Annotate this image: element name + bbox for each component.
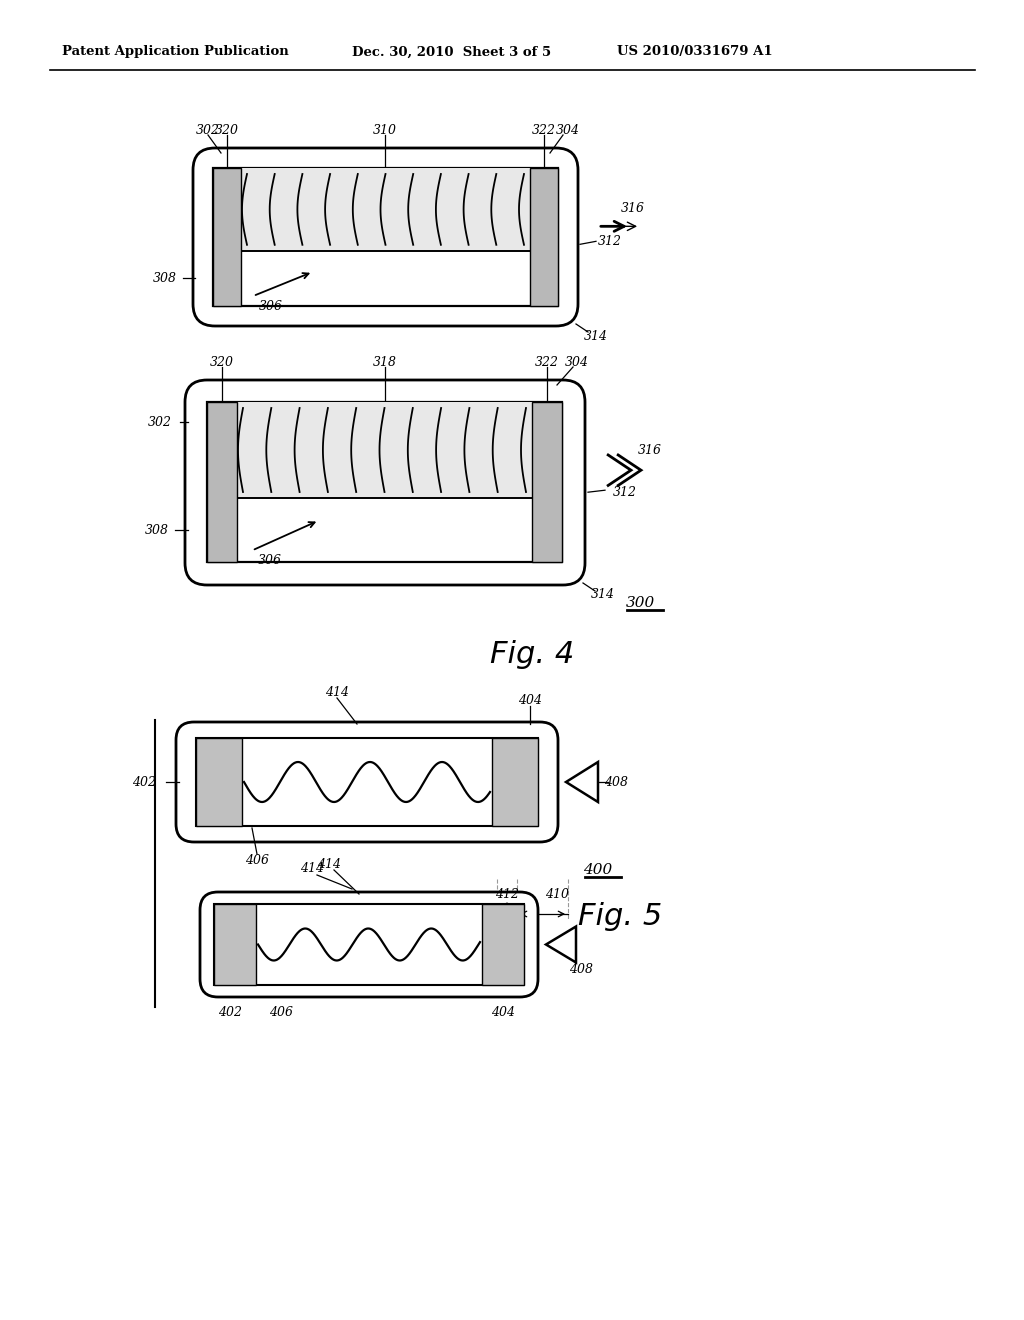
Bar bbox=[207, 403, 562, 498]
Text: 316: 316 bbox=[621, 202, 645, 215]
Bar bbox=[196, 738, 538, 826]
Bar bbox=[482, 904, 524, 985]
Text: Patent Application Publication: Patent Application Publication bbox=[62, 45, 289, 58]
Bar bbox=[196, 738, 242, 826]
Text: 322: 322 bbox=[532, 124, 556, 136]
Text: 414: 414 bbox=[317, 858, 341, 870]
Text: 306: 306 bbox=[258, 554, 282, 568]
Text: Fig. 4: Fig. 4 bbox=[490, 640, 574, 669]
FancyBboxPatch shape bbox=[185, 380, 585, 585]
FancyBboxPatch shape bbox=[200, 892, 538, 997]
Bar bbox=[214, 904, 256, 985]
Text: 408: 408 bbox=[604, 776, 628, 788]
Text: 320: 320 bbox=[210, 355, 234, 368]
Text: 404: 404 bbox=[518, 693, 542, 706]
Text: 312: 312 bbox=[598, 235, 622, 248]
Text: 314: 314 bbox=[584, 330, 608, 342]
Bar bbox=[213, 168, 558, 306]
Bar bbox=[213, 168, 558, 251]
Text: 306: 306 bbox=[259, 300, 283, 313]
Text: 302: 302 bbox=[148, 416, 172, 429]
Text: 402: 402 bbox=[132, 776, 156, 788]
Text: 406: 406 bbox=[269, 1006, 293, 1019]
Bar bbox=[532, 403, 562, 562]
Text: Dec. 30, 2010  Sheet 3 of 5: Dec. 30, 2010 Sheet 3 of 5 bbox=[352, 45, 551, 58]
Text: Fig. 5: Fig. 5 bbox=[578, 902, 663, 931]
Text: 320: 320 bbox=[215, 124, 239, 136]
Text: 300: 300 bbox=[626, 597, 654, 610]
Bar bbox=[530, 168, 558, 306]
Bar bbox=[213, 168, 241, 306]
FancyBboxPatch shape bbox=[176, 722, 558, 842]
Text: 406: 406 bbox=[245, 854, 269, 866]
Text: 412: 412 bbox=[495, 887, 519, 900]
Text: 400: 400 bbox=[584, 863, 612, 876]
Text: 308: 308 bbox=[145, 524, 169, 536]
Text: 308: 308 bbox=[153, 272, 177, 285]
Text: 414: 414 bbox=[325, 685, 349, 698]
Text: 404: 404 bbox=[490, 1006, 515, 1019]
Bar bbox=[207, 403, 237, 562]
Text: US 2010/0331679 A1: US 2010/0331679 A1 bbox=[617, 45, 773, 58]
Text: 304: 304 bbox=[565, 355, 589, 368]
Text: 314: 314 bbox=[591, 589, 615, 602]
Text: 310: 310 bbox=[373, 124, 397, 136]
Text: 302: 302 bbox=[196, 124, 220, 136]
Text: 322: 322 bbox=[535, 355, 559, 368]
Bar bbox=[214, 904, 524, 985]
FancyBboxPatch shape bbox=[193, 148, 578, 326]
Text: 410: 410 bbox=[546, 887, 569, 900]
Text: 318: 318 bbox=[373, 355, 397, 368]
Text: 316: 316 bbox=[638, 444, 662, 457]
Text: 304: 304 bbox=[556, 124, 580, 136]
Bar bbox=[492, 738, 538, 826]
Text: 312: 312 bbox=[613, 486, 637, 499]
Bar bbox=[207, 403, 562, 562]
Text: 402: 402 bbox=[218, 1006, 242, 1019]
Text: 408: 408 bbox=[569, 964, 593, 975]
Text: 414: 414 bbox=[300, 862, 324, 875]
